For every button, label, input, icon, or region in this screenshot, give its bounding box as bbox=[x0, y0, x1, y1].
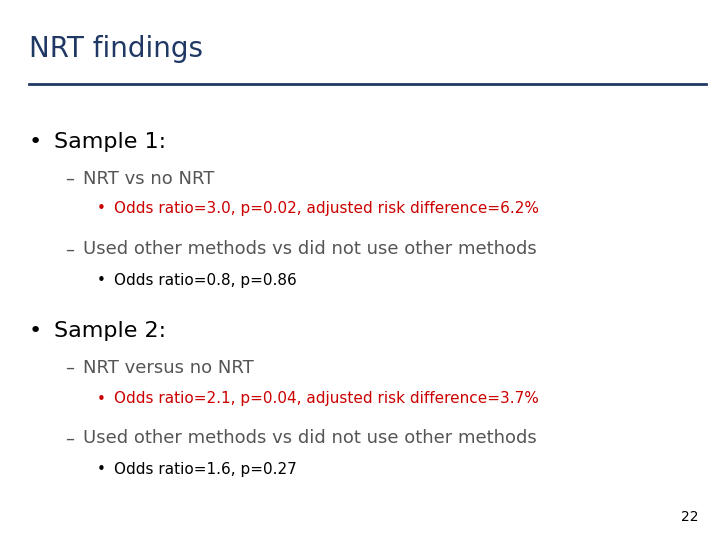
Text: 22: 22 bbox=[681, 510, 698, 524]
Text: Used other methods vs did not use other methods: Used other methods vs did not use other … bbox=[83, 240, 536, 258]
Text: Odds ratio=1.6, p=0.27: Odds ratio=1.6, p=0.27 bbox=[114, 462, 297, 477]
Text: •: • bbox=[97, 462, 106, 477]
Text: Used other methods vs did not use other methods: Used other methods vs did not use other … bbox=[83, 429, 536, 447]
Text: •: • bbox=[97, 201, 106, 216]
Text: •: • bbox=[97, 392, 106, 407]
Text: NRT vs no NRT: NRT vs no NRT bbox=[83, 170, 214, 188]
Text: –: – bbox=[65, 359, 73, 377]
Text: Sample 2:: Sample 2: bbox=[54, 321, 166, 341]
Text: NRT versus no NRT: NRT versus no NRT bbox=[83, 359, 253, 377]
Text: Odds ratio=3.0, p=0.02, adjusted risk difference=6.2%: Odds ratio=3.0, p=0.02, adjusted risk di… bbox=[114, 201, 539, 216]
Text: Sample 1:: Sample 1: bbox=[54, 132, 166, 152]
Text: Odds ratio=0.8, p=0.86: Odds ratio=0.8, p=0.86 bbox=[114, 273, 297, 288]
Text: •: • bbox=[29, 321, 42, 341]
Text: •: • bbox=[29, 132, 42, 152]
Text: –: – bbox=[65, 429, 73, 447]
Text: Odds ratio=2.1, p=0.04, adjusted risk difference=3.7%: Odds ratio=2.1, p=0.04, adjusted risk di… bbox=[114, 392, 539, 407]
Text: •: • bbox=[97, 273, 106, 288]
Text: NRT findings: NRT findings bbox=[29, 35, 203, 63]
Text: –: – bbox=[65, 170, 73, 188]
Text: –: – bbox=[65, 240, 73, 258]
